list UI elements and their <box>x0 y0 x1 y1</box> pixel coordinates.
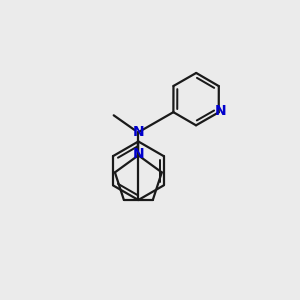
Text: N: N <box>133 125 144 139</box>
Text: N: N <box>133 147 144 161</box>
Text: N: N <box>215 104 227 118</box>
